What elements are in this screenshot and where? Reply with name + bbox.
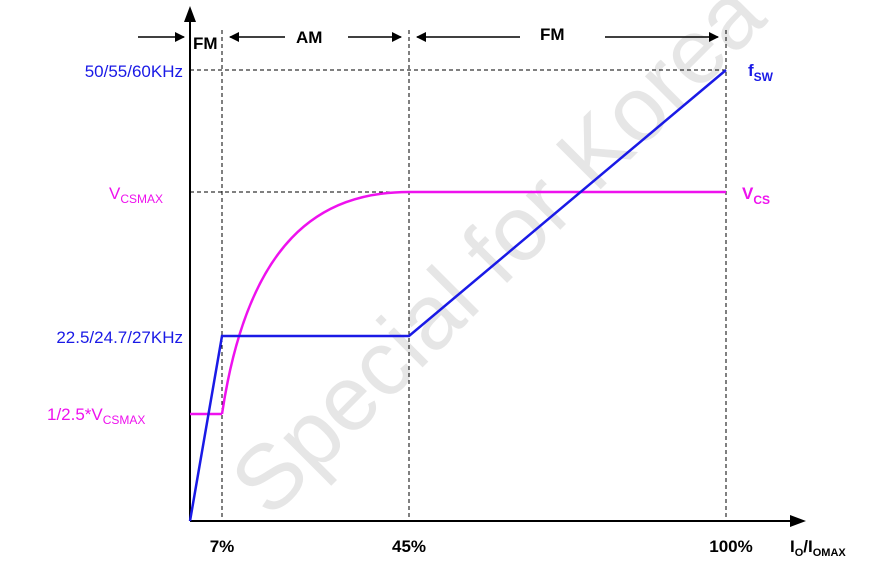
ylabel-f-high: 50/55/60KHz [85, 62, 183, 81]
y-axis-arrowhead [184, 6, 196, 22]
ylabel-vcs-low: 1/2.5*VCSMAX [47, 405, 145, 427]
watermark: Special for Korea [212, 0, 784, 534]
vcs-curve-rise [220, 190, 726, 415]
x-axis-arrowhead [790, 515, 806, 527]
ylabel-f-low: 22.5/24.7/27KHz [56, 328, 183, 347]
region-label-fm-1: FM [193, 34, 218, 53]
x-axis-label: IO/IOMAX [790, 537, 846, 559]
xtick-45: 45% [392, 537, 426, 556]
region-label-fm-2: FM [540, 25, 565, 44]
fsw-label: fSW [748, 61, 774, 84]
xtick-7: 7% [210, 537, 235, 556]
xtick-100: 100% [709, 537, 752, 556]
region-label-am: AM [296, 28, 322, 47]
vcs-label: VCS [742, 184, 770, 207]
ylabel-vcsmax: VCSMAX [109, 184, 163, 206]
fsw-curve [188, 69, 727, 522]
